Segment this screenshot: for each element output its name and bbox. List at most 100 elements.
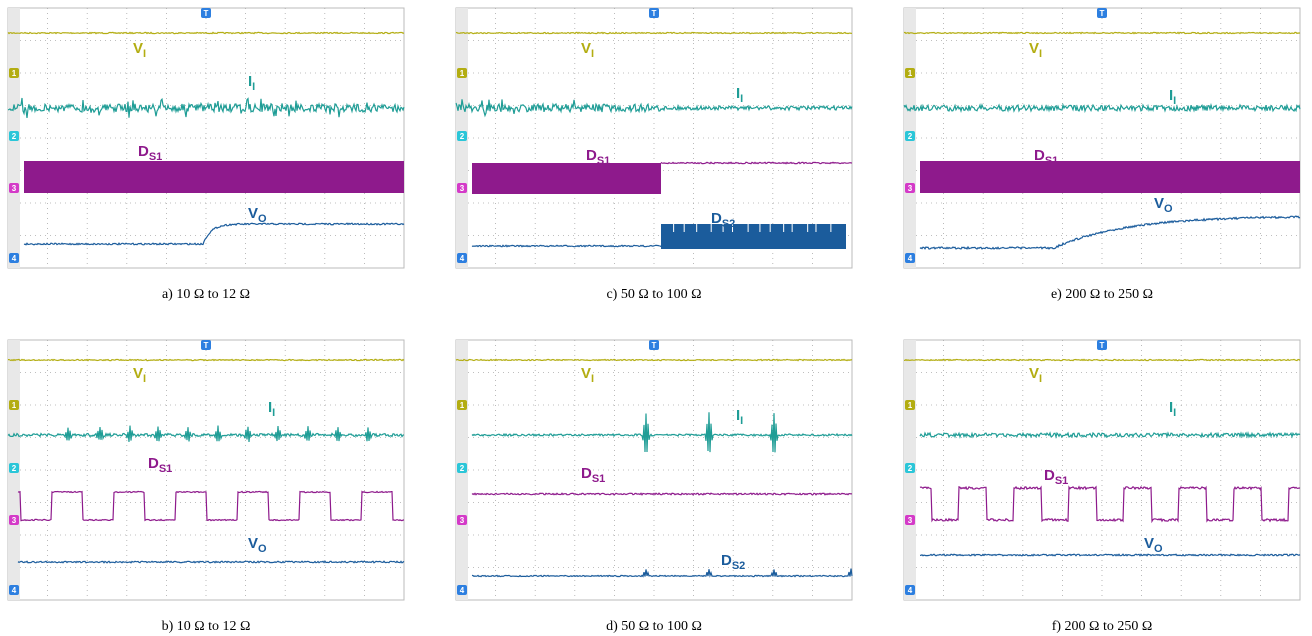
label-main: D [581,465,592,482]
scope-panel: T1234VIIIDS1VO [904,8,1300,268]
trigger-label: T [1100,9,1105,18]
channel-label: 4 [908,586,913,595]
waveform [8,359,404,360]
label-sub: I [1173,407,1176,419]
label-main: V [248,535,258,552]
channel-label: 2 [908,464,913,473]
channel-label: 2 [460,464,465,473]
channel-label: 1 [12,69,17,78]
waveform-gap [759,224,760,232]
channel-label: 3 [12,184,17,193]
channel-label: 2 [460,132,465,141]
channel-label: 1 [908,401,913,410]
caption: b) 10 Ω to 12 Ω [162,619,251,634]
label-main: V [1144,535,1154,552]
label-main: D [721,552,732,569]
label-main: D [586,147,597,164]
channel-label: 3 [460,516,465,525]
label-sub: I [1173,95,1176,107]
trigger-label: T [1100,341,1105,350]
label-main: V [1029,365,1039,382]
waveform-gap [830,224,831,232]
channel-label: 2 [12,464,17,473]
label-sub: I [591,373,594,385]
label-main: V [133,40,143,57]
label-sub: S1 [1055,475,1068,487]
waveform-gap [684,224,685,232]
label-main: V [1029,40,1039,57]
waveform-gap [673,224,674,232]
caption: c) 50 Ω to 100 Ω [606,287,701,302]
channel-label: 2 [12,132,17,141]
channel-label: 1 [12,401,17,410]
label-main: D [1044,467,1055,484]
waveform-band [24,161,404,193]
label-sub: I [740,415,743,427]
label-sub: I [143,48,146,60]
trigger-label: T [204,9,209,18]
channel-label: 1 [460,69,465,78]
label-sub: S1 [1045,155,1058,167]
figure: T1234VIIIDS1VOa) 10 Ω to 12 ΩT1234VIIIDS… [0,0,1312,636]
waveform-gap [748,224,749,232]
label-sub: I [591,48,594,60]
label-main: V [1154,195,1164,212]
label-sub: S1 [592,473,605,485]
label-sub: S2 [732,560,745,572]
trigger-label: T [652,9,657,18]
label-main: D [148,455,159,472]
waveform-band [472,163,661,194]
label-main: D [138,143,149,160]
waveform-gap [807,224,808,232]
label-sub: S1 [159,463,172,475]
channel-label: 3 [908,184,913,193]
channel-label: 4 [12,586,17,595]
channel-label: 4 [460,586,465,595]
waveform-band [661,224,846,249]
caption: f) 200 Ω to 250 Ω [1052,619,1153,634]
waveform-gap [815,224,816,232]
waveform-gap [783,224,784,232]
label-sub: O [1154,543,1163,555]
label-sub: I [272,407,275,419]
scope-panel: T1234VIIIDS1DS2 [456,340,852,600]
label-sub: O [1164,203,1173,215]
channel-label: 4 [12,254,17,263]
label-sub: S2 [722,218,735,230]
caption: a) 10 Ω to 12 Ω [162,287,250,302]
label-sub: I [1039,373,1042,385]
channel-label: 4 [460,254,465,263]
label-sub: O [258,213,267,225]
label-sub: S1 [597,155,610,167]
channel-label: 2 [908,132,913,141]
label-main: V [248,205,258,222]
trigger-label: T [652,341,657,350]
waveform-gap [696,224,697,232]
scope-panel: T1234VIIIDS1VO [904,340,1300,600]
caption: e) 200 Ω to 250 Ω [1051,287,1153,302]
channel-label: 1 [460,401,465,410]
label-sub: I [1039,48,1042,60]
waveform [904,359,1300,360]
label-sub: S1 [149,151,162,163]
channel-label: 1 [908,69,913,78]
label-main: D [1034,147,1045,164]
label-sub: O [258,543,267,555]
waveform-gap [792,224,793,232]
scope-panel: T1234VIIIDS1VO [8,8,404,268]
label-sub: I [252,81,255,93]
label-main: V [581,365,591,382]
label-main: D [711,210,722,227]
channel-label: 3 [12,516,17,525]
channel-label: 3 [908,516,913,525]
label-main: V [581,40,591,57]
channel-label: 4 [908,254,913,263]
channel-label: 3 [460,184,465,193]
caption: d) 50 Ω to 100 Ω [606,619,702,634]
trigger-label: T [204,341,209,350]
label-sub: I [143,373,146,385]
waveform-gap [770,224,771,232]
waveform-band [920,161,1300,193]
